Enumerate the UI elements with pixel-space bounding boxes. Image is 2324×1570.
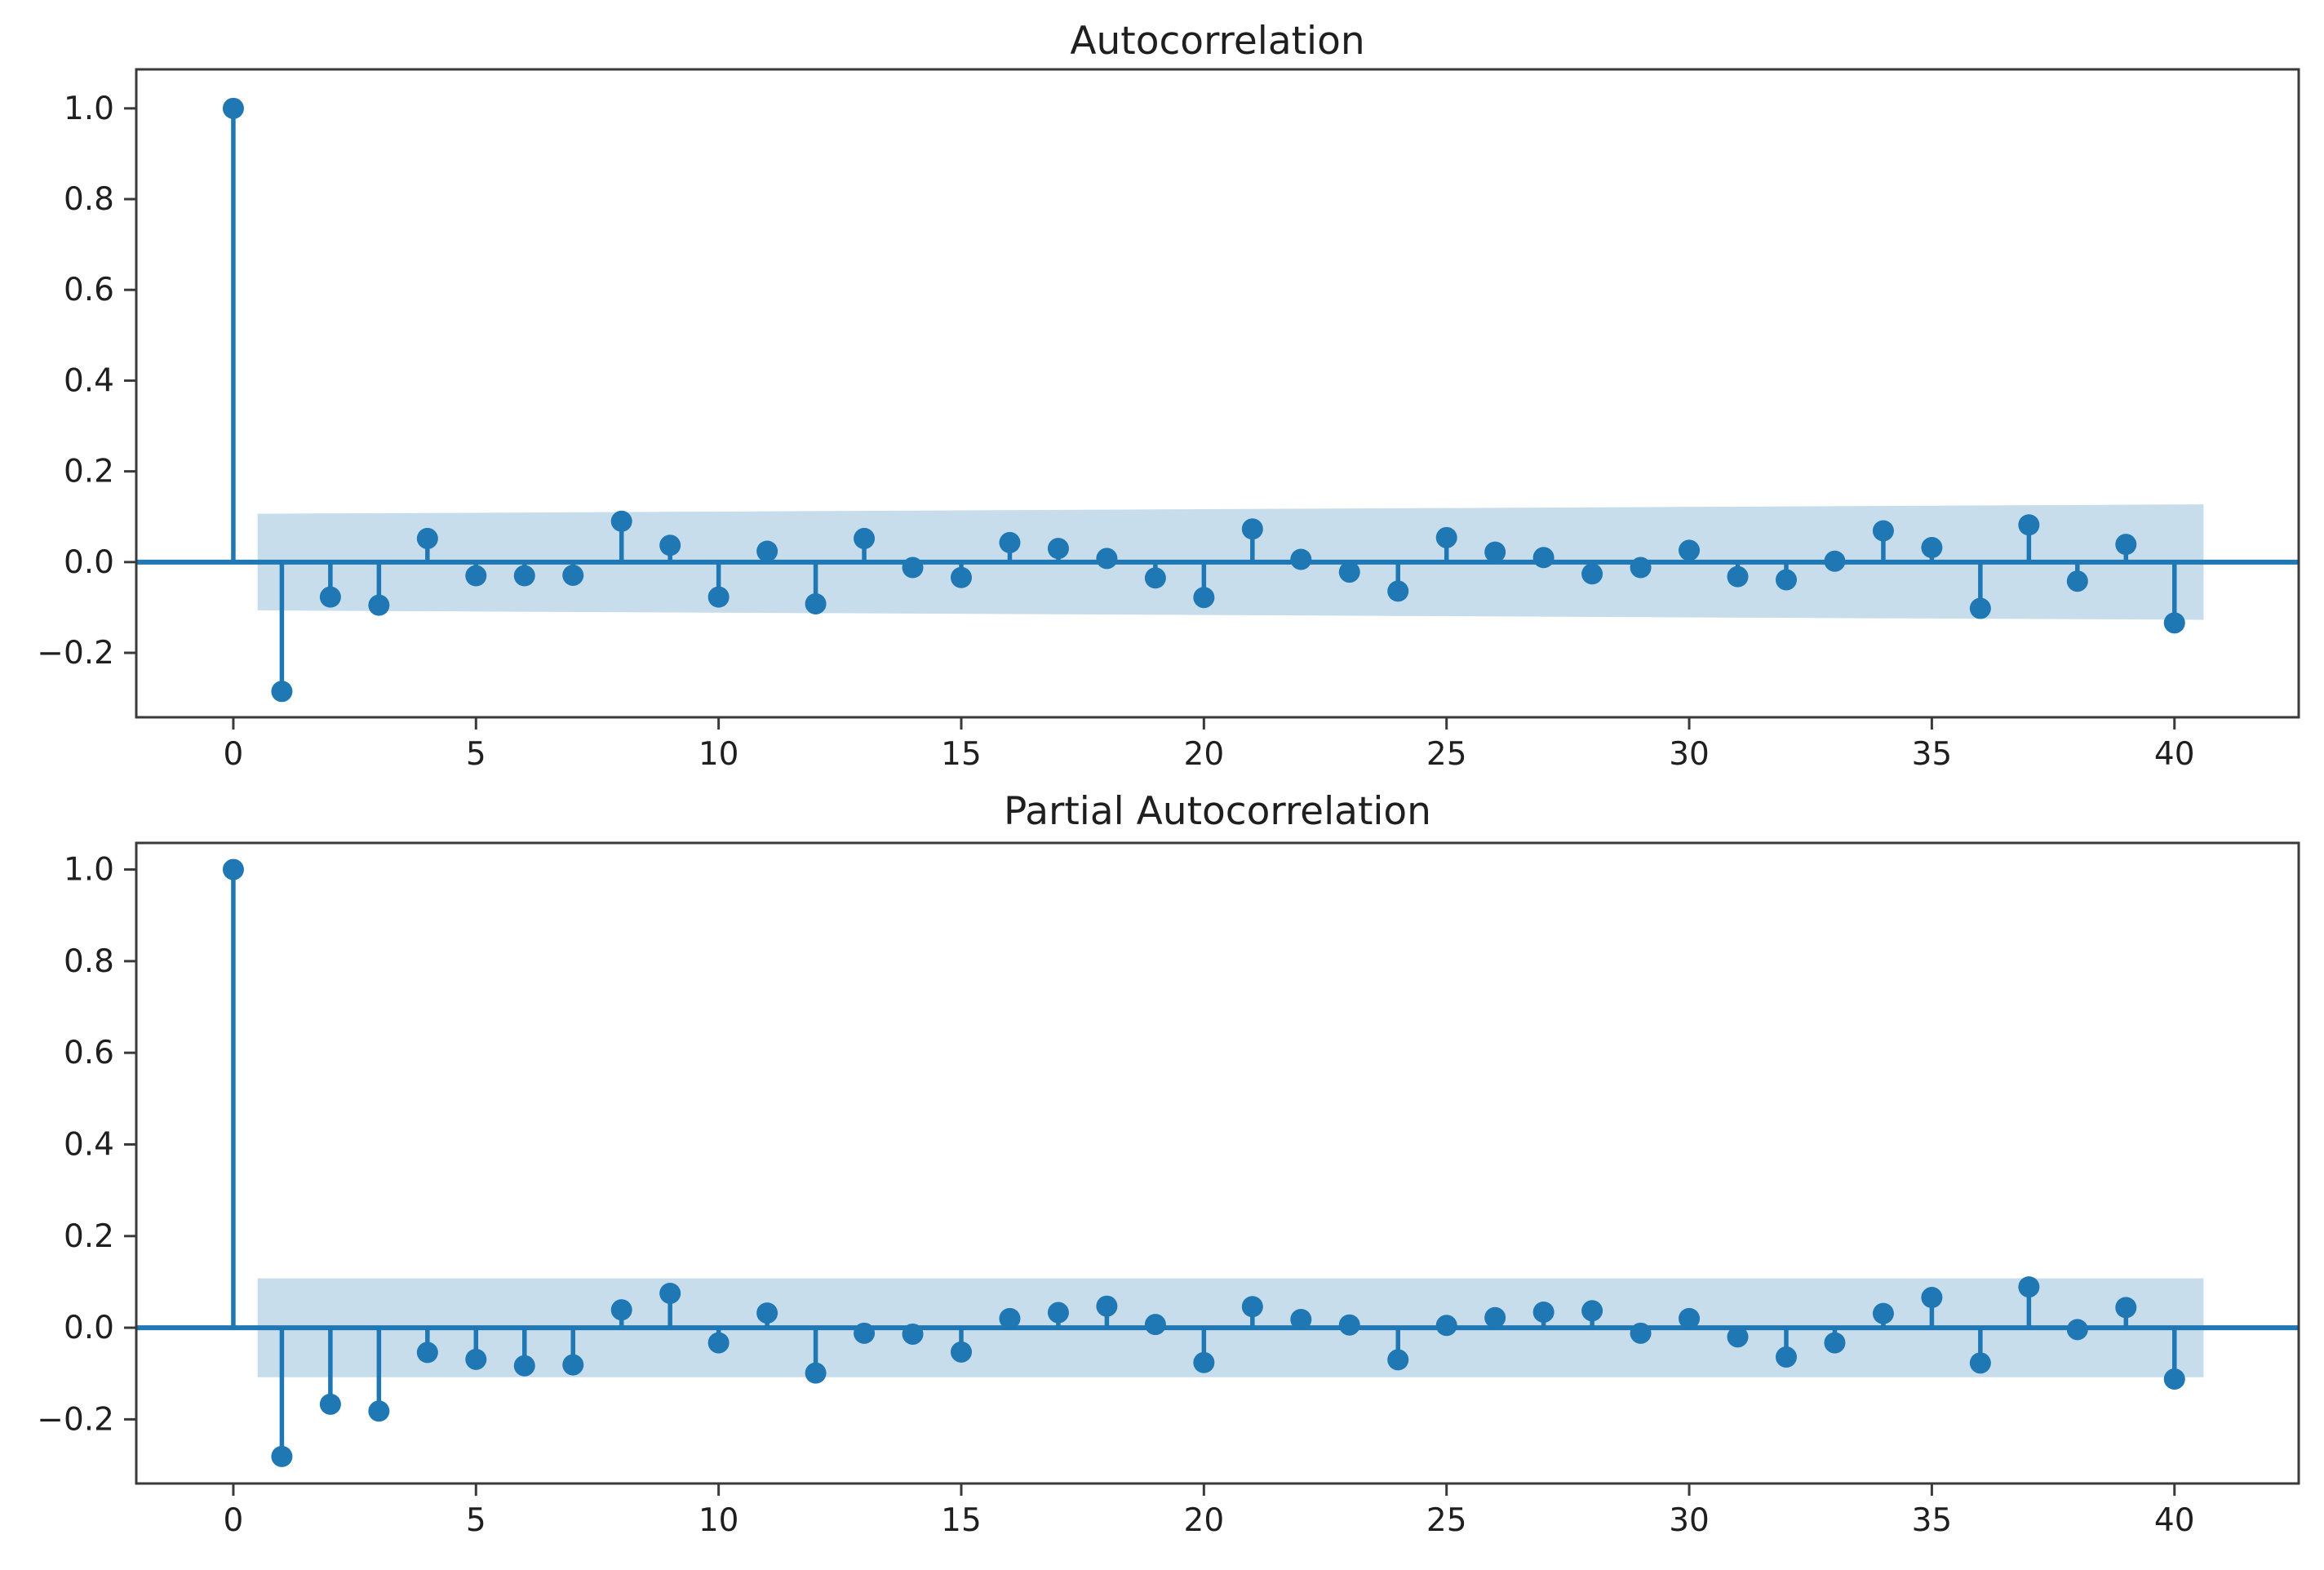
svg-text:−0.2: −0.2 bbox=[37, 635, 114, 672]
svg-text:1.0: 1.0 bbox=[64, 91, 114, 127]
svg-text:−0.2: −0.2 bbox=[37, 1401, 114, 1438]
stem-markers bbox=[222, 97, 2185, 703]
axes-spines bbox=[135, 68, 2300, 719]
svg-text:10: 10 bbox=[699, 736, 739, 773]
x-axis-ticks: 0 5 10 15 20 25 30 35 40 bbox=[224, 718, 2195, 773]
svg-text:0.2: 0.2 bbox=[64, 1218, 114, 1255]
svg-text:1.0: 1.0 bbox=[64, 852, 114, 889]
y-axis-ticks: 1.0 0.8 0.6 0.4 0.2 0.0 −0.2 bbox=[37, 91, 135, 672]
svg-text:30: 30 bbox=[1669, 736, 1710, 773]
x-axis-ticks: 0 5 10 15 20 25 30 35 40 bbox=[224, 1484, 2195, 1539]
acf-plot-title: Autocorrelation bbox=[1070, 19, 1365, 64]
stem-markers bbox=[222, 858, 2185, 1467]
svg-text:25: 25 bbox=[1426, 736, 1467, 773]
svg-text:30: 30 bbox=[1669, 1502, 1710, 1539]
svg-text:0.8: 0.8 bbox=[64, 181, 114, 218]
svg-text:5: 5 bbox=[466, 736, 486, 773]
svg-text:35: 35 bbox=[1912, 1502, 1953, 1539]
svg-text:25: 25 bbox=[1426, 1502, 1467, 1539]
svg-text:0.6: 0.6 bbox=[64, 272, 114, 308]
svg-text:5: 5 bbox=[466, 1502, 486, 1539]
y-axis-ticks: 1.0 0.8 0.6 0.4 0.2 0.0 −0.2 bbox=[37, 852, 135, 1438]
svg-text:40: 40 bbox=[2154, 1502, 2195, 1539]
svg-text:0.8: 0.8 bbox=[64, 943, 114, 980]
svg-text:0.4: 0.4 bbox=[64, 362, 114, 399]
svg-text:20: 20 bbox=[1184, 1502, 1225, 1539]
svg-text:15: 15 bbox=[941, 1502, 982, 1539]
svg-text:0.2: 0.2 bbox=[64, 454, 114, 490]
svg-text:35: 35 bbox=[1912, 736, 1953, 773]
svg-text:0.0: 0.0 bbox=[64, 1310, 114, 1346]
svg-text:40: 40 bbox=[2154, 736, 2195, 773]
svg-text:0.6: 0.6 bbox=[64, 1035, 114, 1071]
svg-text:10: 10 bbox=[699, 1502, 739, 1539]
svg-text:0: 0 bbox=[224, 736, 244, 773]
axes-spines bbox=[135, 841, 2300, 1485]
pacf-plot-title: Partial Autocorrelation bbox=[1004, 789, 1431, 834]
svg-text:0: 0 bbox=[224, 1502, 244, 1539]
svg-text:0.4: 0.4 bbox=[64, 1126, 114, 1163]
svg-text:0.0: 0.0 bbox=[64, 544, 114, 581]
svg-text:20: 20 bbox=[1184, 736, 1225, 773]
svg-text:15: 15 bbox=[941, 736, 982, 773]
